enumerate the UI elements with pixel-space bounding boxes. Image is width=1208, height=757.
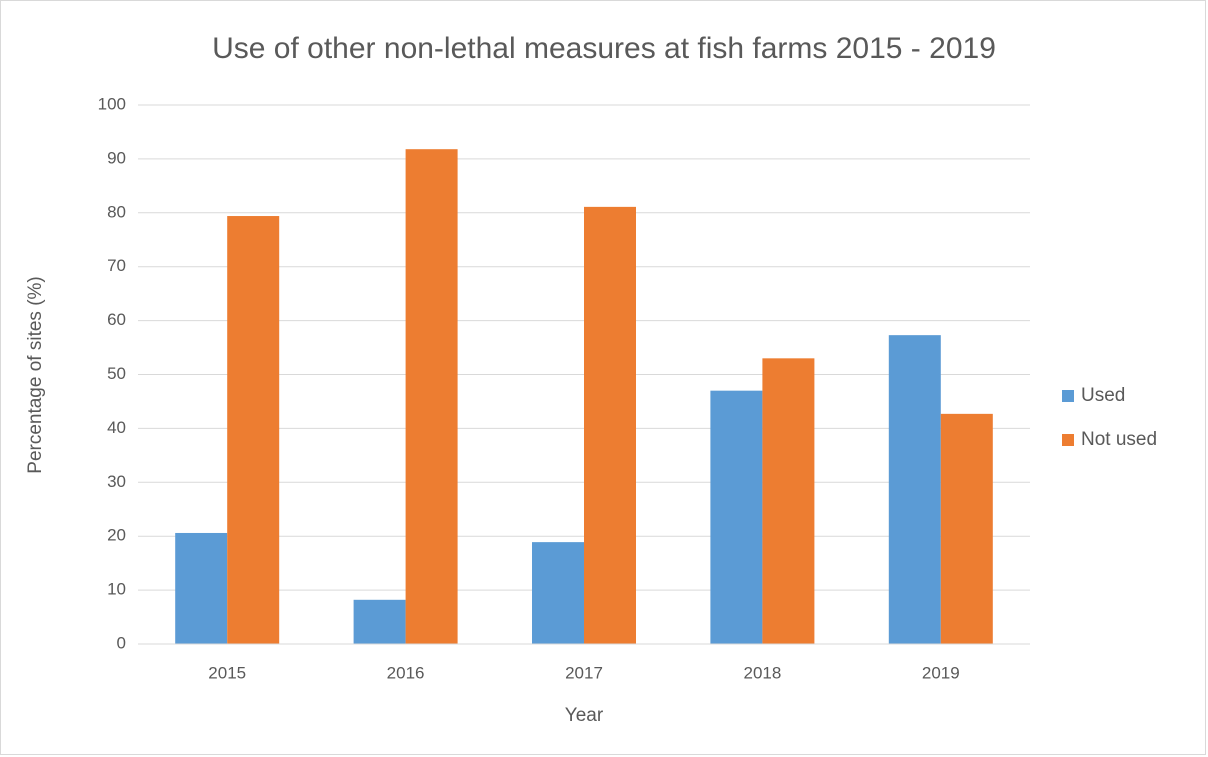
y-tick-label: 80 <box>107 202 126 221</box>
y-tick-label: 10 <box>107 580 126 599</box>
x-tick-label: 2019 <box>922 663 960 682</box>
y-tick-label: 40 <box>107 418 126 437</box>
bar <box>888 335 941 644</box>
y-tick-label: 30 <box>107 472 126 491</box>
y-tick-label: 70 <box>107 256 126 275</box>
x-tick-label: 2015 <box>208 663 246 682</box>
legend-label: Used <box>1081 385 1125 406</box>
y-tick-label: 90 <box>107 148 126 167</box>
y-tick-label: 50 <box>107 364 126 383</box>
chart-title: Use of other non-lethal measures at fish… <box>212 32 996 65</box>
y-tick-label: 20 <box>107 526 126 545</box>
bar <box>710 390 763 644</box>
y-tick-label: 60 <box>107 310 126 329</box>
x-tick-label: 2018 <box>743 663 781 682</box>
bar <box>405 149 458 644</box>
bar <box>584 206 636 644</box>
legend-swatch <box>1062 434 1074 446</box>
x-tick-label: 2017 <box>565 663 603 682</box>
x-tick-label: 2016 <box>387 663 425 682</box>
y-tick-label: 0 <box>117 633 126 652</box>
bar <box>353 599 406 644</box>
y-tick-label: 100 <box>98 94 126 113</box>
bar <box>532 542 584 644</box>
bar <box>175 532 228 644</box>
bar <box>227 216 280 644</box>
x-axis-label: Year <box>565 705 604 726</box>
legend-swatch <box>1062 390 1074 402</box>
bar <box>762 358 815 644</box>
legend-label: Not used <box>1081 429 1157 450</box>
y-axis-label: Percentage of sites (%) <box>25 276 46 473</box>
bar <box>940 413 993 644</box>
